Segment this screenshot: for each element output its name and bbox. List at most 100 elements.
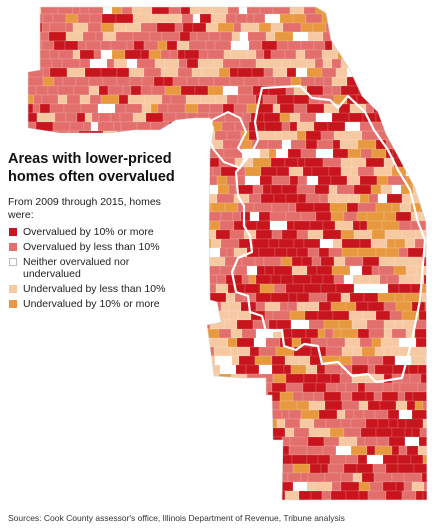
tract-tile bbox=[98, 355, 112, 366]
tract-tile bbox=[304, 49, 323, 60]
tract-tile bbox=[425, 94, 427, 105]
tract-tile bbox=[293, 94, 310, 105]
tract-tile bbox=[191, 67, 203, 78]
tract-tile bbox=[393, 76, 404, 87]
tract-tile bbox=[190, 436, 209, 456]
tract-tile bbox=[319, 238, 334, 249]
tract-tile bbox=[237, 202, 255, 213]
tract-tile bbox=[332, 148, 349, 159]
tract-tile bbox=[212, 166, 222, 177]
tract-tile bbox=[28, 490, 37, 500]
tract-tile bbox=[345, 490, 360, 500]
tract-tile bbox=[240, 139, 253, 150]
tract-tile bbox=[289, 175, 299, 186]
tract-tile bbox=[90, 454, 104, 465]
tract-tile bbox=[158, 391, 174, 411]
tract-tile bbox=[392, 364, 410, 375]
tract-tile bbox=[128, 319, 139, 330]
tract-tile bbox=[79, 94, 91, 105]
tract-tile bbox=[338, 319, 353, 330]
tract-tile bbox=[429, 221, 440, 230]
tract-tile bbox=[331, 40, 341, 51]
tract-tile bbox=[155, 400, 168, 411]
tract-tile bbox=[189, 7, 200, 15]
tract-tile bbox=[423, 193, 427, 204]
tract-tile bbox=[136, 121, 152, 132]
tract-tile bbox=[328, 184, 338, 195]
tract-tile bbox=[393, 121, 403, 132]
tract-tile bbox=[288, 409, 302, 420]
tract-tile bbox=[219, 391, 232, 402]
tract-tile bbox=[142, 436, 158, 447]
tract-tile bbox=[245, 409, 256, 420]
tract-tile bbox=[397, 391, 406, 402]
tract-tile bbox=[296, 247, 309, 258]
tract-tile bbox=[285, 373, 305, 384]
tract-tile bbox=[227, 472, 237, 483]
tract-tile bbox=[28, 346, 39, 357]
tract-tile bbox=[86, 391, 105, 411]
tract-tile bbox=[102, 7, 113, 15]
tract-tile bbox=[207, 436, 220, 447]
tract-tile bbox=[231, 481, 240, 492]
tract-tile bbox=[115, 13, 134, 24]
tract-tile bbox=[62, 76, 77, 87]
tract-tile bbox=[420, 373, 427, 384]
tract-tile bbox=[327, 193, 338, 204]
tract-tile bbox=[243, 382, 257, 393]
tract-tile bbox=[359, 175, 378, 186]
tract-tile bbox=[147, 427, 160, 438]
tract-tile bbox=[380, 31, 397, 51]
tract-tile bbox=[315, 211, 332, 222]
tract-tile bbox=[136, 355, 153, 375]
tract-tile bbox=[129, 337, 142, 348]
tract-tile bbox=[335, 283, 355, 294]
tract-tile bbox=[418, 310, 427, 321]
tract-tile bbox=[358, 400, 369, 411]
tract-tile bbox=[298, 355, 311, 366]
tract-tile bbox=[191, 346, 207, 357]
tract-tile bbox=[332, 22, 352, 33]
tract-tile bbox=[28, 373, 34, 384]
tract-tile bbox=[187, 382, 200, 402]
tract-tile bbox=[230, 40, 250, 51]
tract-tile bbox=[28, 364, 39, 375]
tract-tile bbox=[36, 112, 56, 123]
tract-tile bbox=[357, 247, 377, 258]
tract-tile bbox=[356, 463, 374, 474]
tract-tile bbox=[348, 193, 361, 204]
tract-tile bbox=[38, 139, 54, 150]
tract-tile bbox=[262, 418, 278, 429]
tract-tile bbox=[401, 490, 417, 500]
tract-tile bbox=[225, 292, 236, 303]
tract-tile bbox=[414, 130, 423, 141]
tract-tile bbox=[276, 319, 292, 330]
tract-tile bbox=[97, 373, 109, 384]
tract-tile bbox=[365, 103, 375, 114]
tract-tile bbox=[61, 391, 76, 411]
tract-tile bbox=[149, 499, 158, 500]
tract-tile bbox=[336, 193, 350, 204]
tract-tile bbox=[219, 454, 234, 465]
tract-tile bbox=[194, 418, 203, 438]
tract-tile bbox=[255, 49, 265, 60]
tract-tile bbox=[395, 31, 405, 42]
tract-tile bbox=[215, 490, 230, 500]
tract-tile bbox=[285, 193, 299, 204]
tract-tile bbox=[168, 7, 182, 15]
tract-tile bbox=[404, 427, 413, 438]
tract-tile bbox=[83, 121, 92, 132]
tract-tile bbox=[44, 391, 63, 402]
tract-tile bbox=[348, 112, 364, 123]
tract-tile bbox=[392, 58, 412, 69]
tract-tile bbox=[396, 139, 411, 150]
tract-tile bbox=[255, 274, 272, 285]
tract-tile bbox=[197, 103, 211, 114]
tract-tile bbox=[291, 256, 303, 267]
tract-tile bbox=[240, 463, 254, 474]
tract-tile bbox=[285, 382, 304, 393]
tract-tile bbox=[129, 454, 142, 465]
tract-tile bbox=[130, 85, 142, 96]
tract-tile bbox=[410, 454, 424, 465]
tract-tile bbox=[300, 22, 314, 33]
